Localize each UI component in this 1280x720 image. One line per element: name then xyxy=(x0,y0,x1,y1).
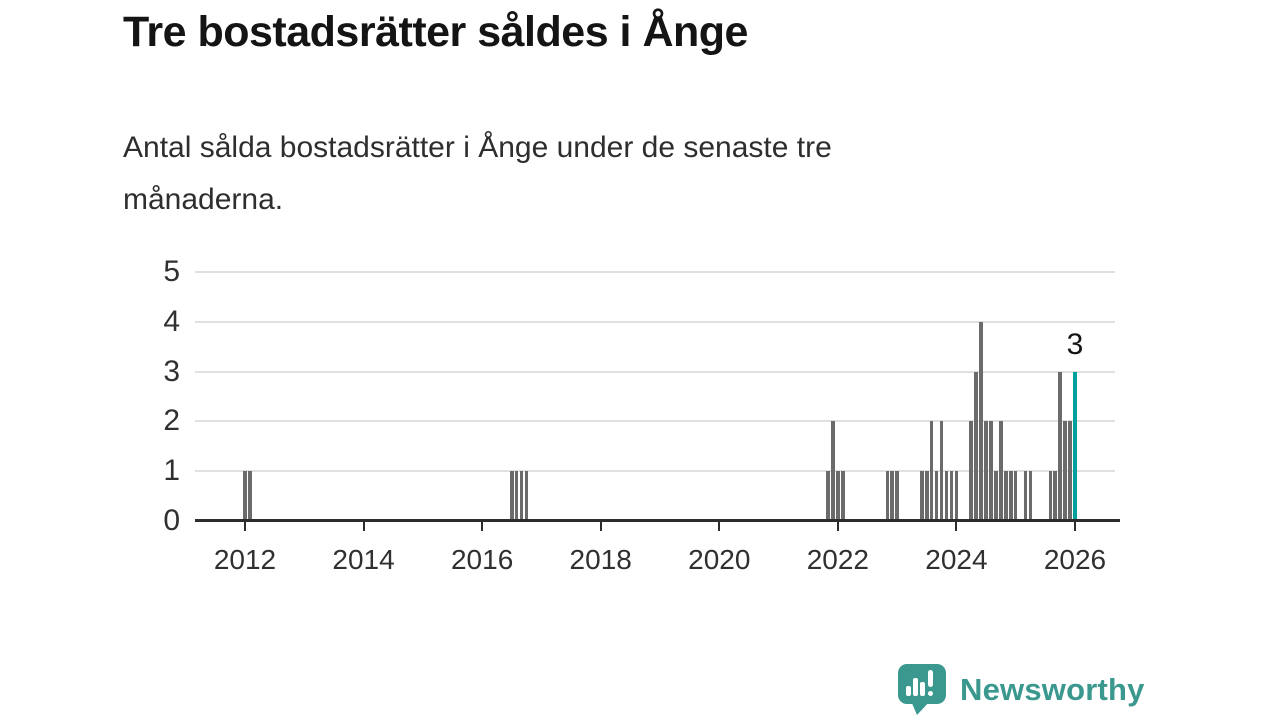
highlighted-bar xyxy=(1072,371,1078,521)
bar xyxy=(979,321,983,521)
newsworthy-wordmark: Newsworthy xyxy=(960,671,1145,707)
x-axis-tick-2020 xyxy=(718,522,721,531)
gridline-4 xyxy=(195,320,1115,323)
chart-subtitle-line-1: Antal sålda bostadsrätter i Ånge under d… xyxy=(123,131,832,164)
chart-subtitle-line-2: månaderna. xyxy=(123,183,284,216)
x-axis-label-2024: 2024 xyxy=(925,544,988,575)
x-axis-tick-2024 xyxy=(955,522,958,531)
y-axis-label-4: 4 xyxy=(163,304,180,338)
bar xyxy=(920,471,924,521)
bar xyxy=(248,471,252,521)
bar xyxy=(1023,471,1028,521)
bar xyxy=(243,471,247,521)
y-axis-label-1: 1 xyxy=(163,454,180,488)
bar xyxy=(1053,471,1057,521)
bar xyxy=(989,421,993,521)
bar xyxy=(984,421,988,521)
x-axis-label-2020: 2020 xyxy=(688,544,751,575)
x-axis-tick-2012 xyxy=(244,522,246,531)
bar xyxy=(1028,471,1033,521)
bar xyxy=(826,471,830,521)
x-axis-tick-2014 xyxy=(362,522,365,531)
bar xyxy=(1004,471,1008,521)
bar xyxy=(885,471,889,521)
x-axis-label-2016: 2016 xyxy=(450,544,514,575)
bar xyxy=(1068,421,1072,521)
bar xyxy=(841,471,845,521)
y-axis-label-2: 2 xyxy=(163,404,180,438)
bar xyxy=(954,471,959,521)
bar xyxy=(934,471,939,521)
latest-value-annotation: 3 xyxy=(1066,328,1084,361)
gridline-3 xyxy=(195,370,1115,373)
bar xyxy=(519,471,524,521)
x-axis-label-2018: 2018 xyxy=(569,544,632,575)
x-axis-tick-2016 xyxy=(481,522,484,531)
bar xyxy=(925,471,929,521)
x-axis-label-2012: 2012 xyxy=(213,544,277,575)
bar xyxy=(1063,421,1067,521)
bar xyxy=(944,471,949,521)
bar xyxy=(510,471,514,521)
x-axis-label-2022: 2022 xyxy=(806,544,869,575)
bar xyxy=(994,471,998,521)
newsworthy-bubble-chart-icon xyxy=(898,664,946,715)
bar xyxy=(524,471,529,521)
bar xyxy=(974,371,978,521)
y-axis-label-3: 3 xyxy=(163,354,180,388)
x-axis-line xyxy=(195,519,1120,522)
x-axis-tick-2026 xyxy=(1073,522,1076,531)
bar xyxy=(836,471,840,521)
bar xyxy=(949,471,954,521)
gridline-1 xyxy=(195,470,1115,473)
bar xyxy=(890,471,894,521)
bar xyxy=(1009,471,1013,521)
gridline-2 xyxy=(195,420,1115,423)
bar xyxy=(514,471,519,521)
bar xyxy=(999,421,1003,521)
bar xyxy=(1058,371,1062,521)
bar xyxy=(969,421,973,521)
chart-title: Tre bostadsrätter såldes i Ånge xyxy=(123,8,748,56)
chart-subtitle: Antal sålda bostadsrätter i Ånge under d… xyxy=(123,122,832,226)
gridline-5 xyxy=(195,271,1115,273)
bar xyxy=(1013,471,1018,521)
x-axis-label-2014: 2014 xyxy=(332,544,395,575)
bar xyxy=(939,421,944,521)
x-axis-tick-2022 xyxy=(836,522,839,531)
bar xyxy=(929,421,934,521)
y-axis-label-5: 5 xyxy=(163,255,180,288)
bar xyxy=(1048,471,1053,521)
newsworthy-logo[interactable]: Newsworthy xyxy=(897,663,1145,716)
bar xyxy=(895,471,899,521)
y-axis-label-0: 0 xyxy=(163,504,180,537)
x-axis-tick-2018 xyxy=(599,522,602,531)
x-axis-label-2026: 2026 xyxy=(1043,544,1107,575)
bar xyxy=(831,421,835,521)
